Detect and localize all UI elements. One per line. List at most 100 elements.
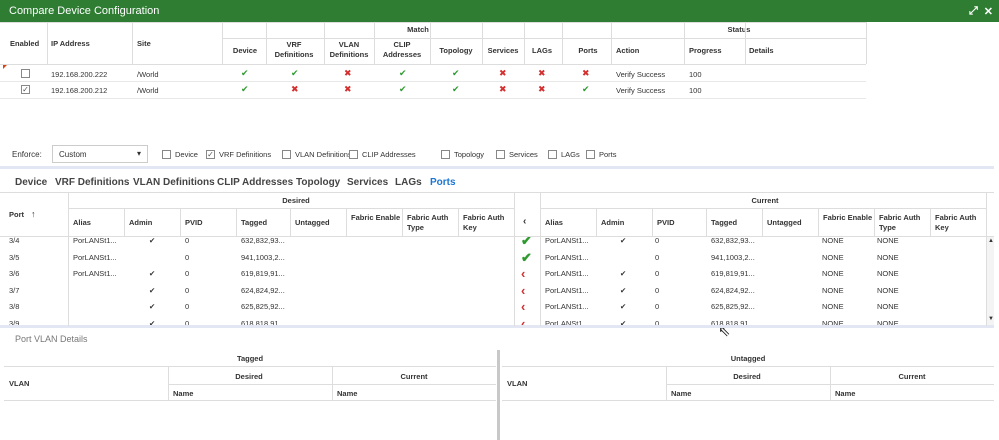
grid-line <box>930 208 931 236</box>
enforce-checkbox[interactable] <box>548 150 557 159</box>
grid-line <box>346 208 347 236</box>
grid-line <box>866 22 867 64</box>
mismatch-arrow-icon: ‹ <box>521 299 526 314</box>
tab-ports[interactable]: Ports <box>430 177 456 188</box>
col-device[interactable]: Device <box>232 46 258 55</box>
scroll-down-icon[interactable]: ▼ <box>988 316 994 322</box>
grid-line <box>540 208 986 209</box>
port-id: 3/5 <box>9 252 20 262</box>
tagged-vlan-col[interactable]: VLAN <box>9 379 30 388</box>
enforce-checkbox[interactable]: ✓ <box>206 150 215 159</box>
col-ip-address[interactable]: IP Address <box>51 39 90 48</box>
tab-clip-addresses[interactable]: CLIP Addresses <box>217 177 294 188</box>
current-col-fabric-auth-type[interactable]: Fabric Auth Type <box>879 213 921 232</box>
current-col-alias[interactable]: Alias <box>545 218 563 227</box>
tagged-desired-col: Desired <box>235 372 263 381</box>
current-fabric-auth-type: NONE <box>877 237 899 245</box>
tab-topology[interactable]: Topology <box>296 177 341 188</box>
check-circle-icon: ✔ <box>291 68 299 78</box>
untagged-header: Untagged <box>730 354 766 363</box>
grid-line <box>180 208 181 236</box>
enforce-checkbox[interactable] <box>496 150 505 159</box>
desired-col-fabric-auth-type[interactable]: Fabric Auth Type <box>407 213 449 232</box>
grid-line <box>222 38 866 39</box>
tagged-current-name-col[interactable]: Name <box>337 389 358 398</box>
enforce-checkbox[interactable] <box>586 150 595 159</box>
untagged-vlan-col[interactable]: VLAN <box>507 379 528 388</box>
col-clip[interactable]: CLIP Addresses <box>382 40 422 59</box>
enforce-checkbox[interactable] <box>441 150 450 159</box>
col-lags[interactable]: LAGs <box>531 46 552 55</box>
chevron-left-icon[interactable]: ‹ <box>523 216 527 227</box>
expand-icon[interactable]: ⤢ <box>968 5 978 17</box>
enforce-checkbox[interactable] <box>282 150 291 159</box>
row-enabled-checkbox[interactable] <box>21 69 30 78</box>
current-admin: ✔ <box>620 302 627 311</box>
enforce-checkbox[interactable] <box>162 150 171 159</box>
col-progress[interactable]: Progress <box>689 46 722 55</box>
current-tagged: 619,819,91... <box>711 269 755 278</box>
untagged-current-name-col[interactable]: Name <box>835 389 856 398</box>
desired-col-alias[interactable]: Alias <box>73 218 91 227</box>
current-tagged: 624,824,92... <box>711 285 755 295</box>
x-circle-icon: ✖ <box>344 68 352 78</box>
current-fabric-auth-type: NONE <box>877 269 899 278</box>
scroll-up-icon[interactable]: ▲ <box>988 238 994 244</box>
desired-alias: PorLANSt1... <box>73 269 117 278</box>
col-ports[interactable]: Ports <box>578 46 598 55</box>
tab-vlan-definitions[interactable]: VLAN Definitions <box>133 177 215 188</box>
col-services[interactable]: Services <box>487 46 519 55</box>
current-pvid: 0 <box>655 269 660 278</box>
current-col-pvid[interactable]: PVID <box>657 218 675 227</box>
desired-col-pvid[interactable]: PVID <box>185 218 203 227</box>
current-col-fabric-enable[interactable]: Fabric Enable <box>823 213 873 222</box>
tab-vrf-definitions[interactable]: VRF Definitions <box>55 177 130 188</box>
col-topology[interactable]: Topology <box>439 46 473 55</box>
desired-col-tagged[interactable]: Tagged <box>241 218 268 227</box>
row-enabled-checkbox[interactable]: ✓ <box>21 85 30 94</box>
tagged-desired-name-col[interactable]: Name <box>173 389 194 398</box>
current-fabric-enable: NONE <box>822 285 844 295</box>
col-action[interactable]: Action <box>616 46 640 55</box>
current-col-untagged[interactable]: Untagged <box>767 218 802 227</box>
untagged-desired-name-col[interactable]: Name <box>671 389 692 398</box>
col-vlan[interactable]: VLAN Definitions <box>329 40 369 59</box>
grid-line <box>497 350 498 440</box>
grid-line <box>68 192 69 326</box>
grid-line <box>499 350 500 440</box>
col-site[interactable]: Site <box>137 39 151 48</box>
current-col-tagged[interactable]: Tagged <box>711 218 738 227</box>
desired-alias: PorLANSt1... <box>73 252 117 262</box>
ports-table-body: 3/4 PorLANSt1... ✔ 0 632,832,93... ✔ PorLANSt1… <box>0 237 994 325</box>
enforce-value: Custom <box>59 150 87 159</box>
window-title: Compare Device Configuration <box>9 5 160 17</box>
enforce-option-label: VLAN Definitions <box>295 150 352 159</box>
tab-device[interactable]: Device <box>15 177 48 188</box>
ports-scrollbar[interactable] <box>986 237 994 325</box>
mismatch-arrow-icon: ‹ <box>521 282 526 298</box>
x-circle-icon: ✖ <box>499 68 507 78</box>
desired-col-fabric-auth-key[interactable]: Fabric Auth Key <box>463 213 505 232</box>
grid-line <box>132 22 133 64</box>
current-fabric-enable: NONE <box>822 252 844 262</box>
tab-services[interactable]: Services <box>347 177 389 188</box>
port-id: 3/4 <box>9 237 20 245</box>
close-icon[interactable]: ✕ <box>983 6 993 18</box>
col-vrf[interactable]: VRF Definitions <box>274 40 314 59</box>
enforce-option-label: VRF Definitions <box>219 150 272 159</box>
enforce-select[interactable]: Custom ▾ <box>52 145 148 163</box>
enforce-checkbox[interactable] <box>349 150 358 159</box>
col-enabled[interactable]: Enabled <box>10 39 40 48</box>
desired-col-fabric-enable[interactable]: Fabric Enable <box>351 213 401 222</box>
grid-line <box>502 400 994 401</box>
desired-col-untagged[interactable]: Untagged <box>295 218 330 227</box>
current-col-admin[interactable]: Admin <box>601 218 625 227</box>
grid-line <box>168 366 169 400</box>
col-details[interactable]: Details <box>749 46 774 55</box>
tab-lags[interactable]: LAGs <box>395 177 422 188</box>
enforce-option-label: Device <box>175 150 198 159</box>
grid-line <box>666 366 667 400</box>
col-port[interactable]: Port <box>9 210 24 219</box>
desired-col-admin[interactable]: Admin <box>129 218 153 227</box>
current-col-fabric-auth-key[interactable]: Fabric Auth Key <box>935 213 977 232</box>
